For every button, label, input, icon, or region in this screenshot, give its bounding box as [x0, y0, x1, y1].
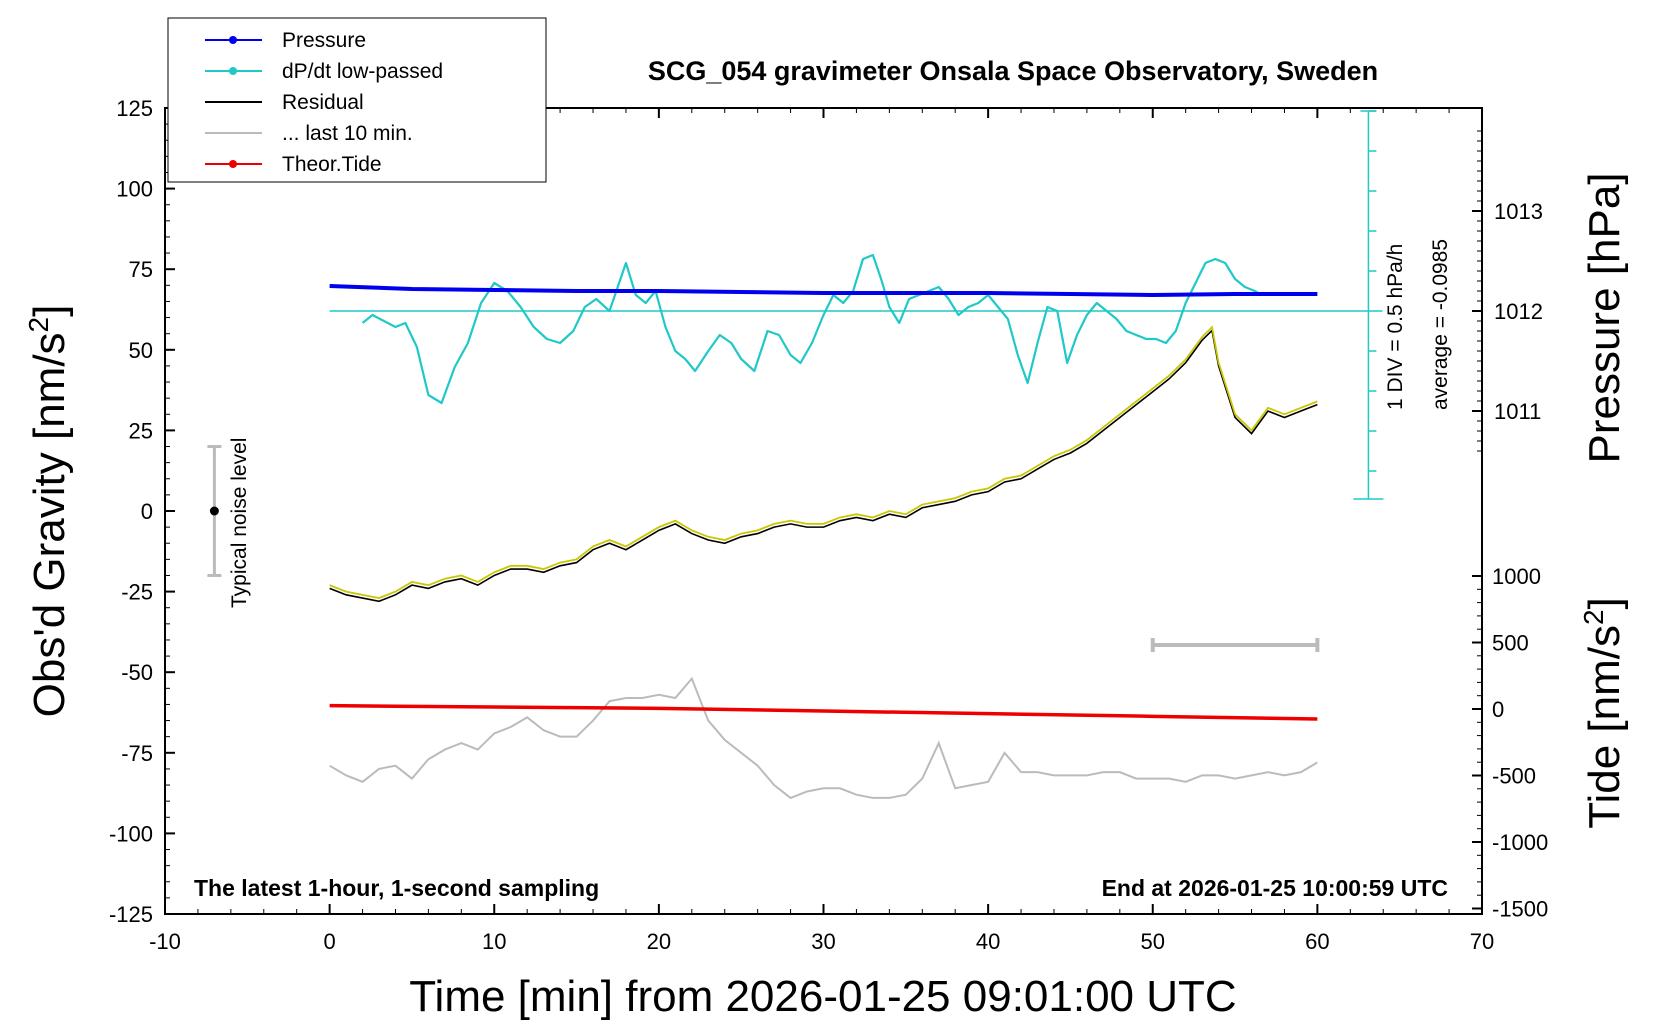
y-tick-label: -50: [121, 660, 153, 685]
legend-label: Pressure: [282, 29, 366, 52]
pressure-axis-ticks: 1013 1012 1011: [1472, 130, 1543, 452]
y-tick-label: 25: [129, 418, 153, 443]
y-tick-label: 100: [116, 177, 153, 202]
tide-tick-label: 1000: [1492, 564, 1541, 589]
tide-tick-label: -1000: [1492, 830, 1548, 855]
y-axis-ticks: 125 100 75 50 25 0 -25 -50 -75 -100 -125: [109, 96, 175, 927]
y-tick-label: 75: [129, 257, 153, 282]
pressure-line: [329, 284, 1318, 298]
x-tick-label: 30: [811, 929, 835, 954]
legend-marker: [229, 67, 237, 75]
y-axis-label-tide-sup: 2: [1578, 609, 1609, 625]
legend-label: Residual: [282, 91, 364, 114]
plot-frame: [164, 107, 1483, 915]
x-tick-label: 40: [976, 929, 1000, 954]
x-tick-label: 70: [1470, 929, 1494, 954]
x-tick-label: 50: [1141, 929, 1165, 954]
x-tick-label: 60: [1305, 929, 1329, 954]
legend-marker: [229, 160, 237, 168]
pressure-tick-label: 1012: [1494, 299, 1543, 324]
tide-axis-ticks: 1000 500 0 -500 -1000 -1500: [1472, 564, 1548, 922]
dpdt-average-label: average = -0.0985: [1429, 239, 1452, 410]
residual-line: [329, 328, 1318, 603]
noise-bar-center: [209, 506, 219, 516]
last-10-min-bar: [1150, 638, 1320, 652]
tide-tick-label: 500: [1492, 631, 1529, 656]
y-axis-label-tide: Tide [nm/s2]: [1578, 597, 1629, 829]
pressure-tick-label: 1013: [1494, 199, 1543, 224]
legend-label: dP/dt low-passed: [282, 60, 443, 83]
x-tick-label: -10: [149, 929, 181, 954]
y-tick-label: -75: [121, 741, 153, 766]
y-tick-label: -25: [121, 580, 153, 605]
noise-level-bar: [207, 445, 222, 577]
y-axis-label-pressure: Pressure [hPa]: [1580, 172, 1629, 463]
x-tick-label: 20: [647, 929, 671, 954]
y-tick-label: -125: [109, 902, 153, 927]
dpdt-div-label: 1 DIV = 0.5 hPa/h: [1384, 244, 1407, 410]
chart-title: SCG_054 gravimeter Onsala Space Observat…: [648, 56, 1378, 86]
y-tick-label: 50: [129, 338, 153, 363]
x-axis-label: Time [min] from 2026-01-25 09:01:00 UTC: [409, 972, 1236, 1020]
y-axis-label-left: Obs'd Gravity [nm/s2]: [23, 305, 74, 718]
noise-level-label: Typical noise level: [228, 438, 251, 608]
last10-line: [329, 676, 1318, 800]
y-tick-label: 0: [141, 499, 153, 524]
y-axis-label-left-close: ]: [25, 305, 74, 317]
y-tick-label: 125: [116, 96, 153, 121]
dpdt-line: [361, 253, 1262, 405]
legend-label: Theor.Tide: [282, 153, 382, 176]
y-axis-label-left-sup: 2: [23, 317, 54, 333]
tide-tick-label: -1500: [1492, 897, 1548, 922]
pressure-tick-label: 1011: [1494, 399, 1541, 424]
tide-tick-label: -500: [1492, 764, 1536, 789]
y-axis-label-tide-close: ]: [1580, 597, 1629, 609]
x-tick-label: 10: [482, 929, 506, 954]
residual-smoothed-line: [329, 325, 1318, 599]
legend-marker: [229, 36, 237, 44]
legend-label: ... last 10 min.: [282, 122, 413, 145]
y-tick-label: -100: [109, 821, 153, 846]
legend: Pressure dP/dt low-passed Residual ... last…: [167, 17, 547, 183]
series-layer: [329, 253, 1369, 800]
tide-line: [329, 703, 1318, 721]
tide-tick-label: 0: [1492, 697, 1504, 722]
dpdt-scale-axis: [1353, 110, 1384, 500]
x-tick-label: 0: [324, 929, 336, 954]
legend-box: [167, 17, 547, 183]
sampling-note: The latest 1-hour, 1-second sampling: [194, 875, 599, 901]
y-axis-label-tide-main: Tide [nm/s: [1580, 625, 1629, 829]
end-time-note: End at 2026-01-25 10:00:59 UTC: [1102, 875, 1448, 901]
y-axis-label-left-main: Obs'd Gravity [nm/s: [25, 332, 74, 717]
x-axis-ticks: -10 0 10 20 30 40 50 60 70: [149, 108, 1494, 954]
